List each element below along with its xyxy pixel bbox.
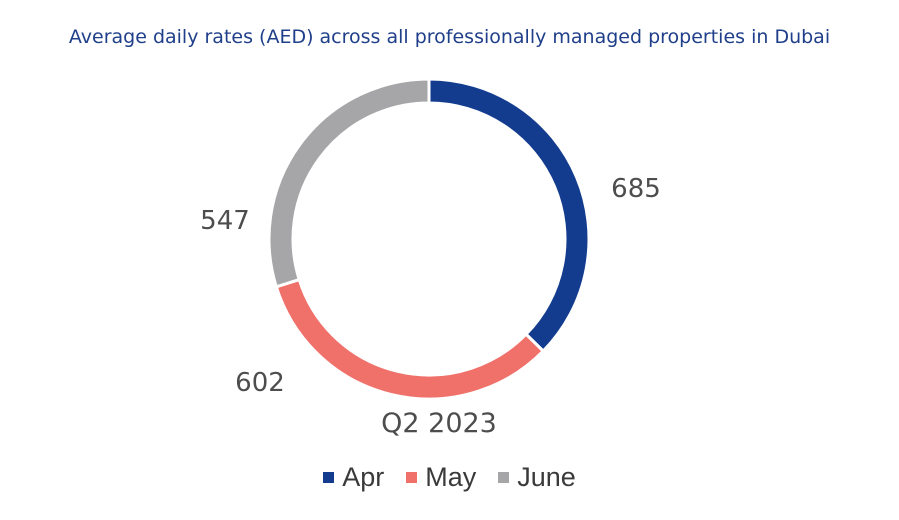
category-label: Q2 2023 — [381, 408, 497, 439]
legend-swatch-june — [498, 472, 510, 483]
legend-swatch-apr — [323, 472, 335, 483]
legend-item-may: May — [406, 462, 476, 493]
chart-legend: Apr May June — [0, 462, 899, 493]
slice-june — [267, 77, 431, 289]
slice-may — [274, 277, 546, 401]
legend-label-may: May — [425, 462, 477, 492]
donut-data-labels: 685 602 547 — [200, 174, 661, 398]
legend-item-apr: Apr — [323, 462, 384, 493]
data-label-may: 602 — [235, 368, 285, 398]
legend-swatch-may — [406, 472, 418, 483]
legend-label-june: June — [517, 462, 576, 492]
legend-item-june: June — [498, 462, 576, 493]
donut-slices — [267, 77, 591, 401]
data-label-june: 547 — [200, 206, 250, 236]
legend-label-apr: Apr — [342, 462, 385, 492]
slice-apr — [427, 77, 591, 354]
chart-title: Average daily rates (AED) across all pro… — [68, 26, 831, 48]
data-label-apr: 685 — [611, 174, 661, 204]
